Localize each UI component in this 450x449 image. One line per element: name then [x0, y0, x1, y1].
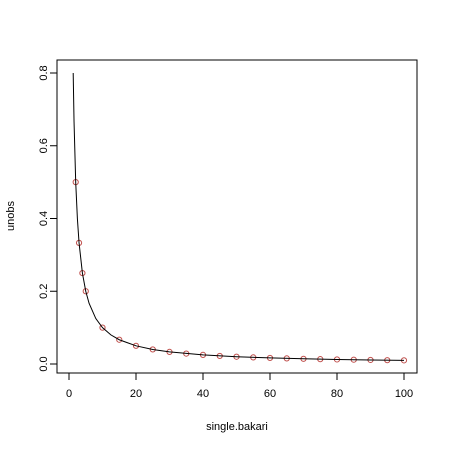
y-tick-label: 0.2: [38, 284, 50, 299]
y-tick-label: 0.8: [38, 65, 50, 80]
x-tick-label: 60: [264, 388, 276, 400]
x-tick-label: 100: [395, 388, 413, 400]
y-tick-label: 0.4: [38, 211, 50, 226]
series-layer: [72, 72, 408, 364]
plot-box: [56, 59, 418, 374]
data-point: [99, 324, 106, 331]
y-axis: 0.0 0.2 0.4 0.6 0.8: [38, 65, 58, 372]
y-tick-label: 0.0: [38, 356, 50, 371]
y-tick-label: 0.6: [38, 138, 50, 153]
fitted-curve: [72, 72, 405, 361]
x-axis: 0 20 40 60 80 100: [66, 372, 413, 400]
y-axis-label: unobs: [5, 201, 17, 231]
x-axis-label: single.bakari: [206, 421, 268, 433]
x-tick-label: 80: [331, 388, 343, 400]
x-tick-label: 20: [130, 388, 142, 400]
x-tick-label: 40: [197, 388, 209, 400]
x-tick-label: 0: [66, 388, 72, 400]
data-point: [132, 342, 140, 349]
data-point: [116, 336, 123, 343]
